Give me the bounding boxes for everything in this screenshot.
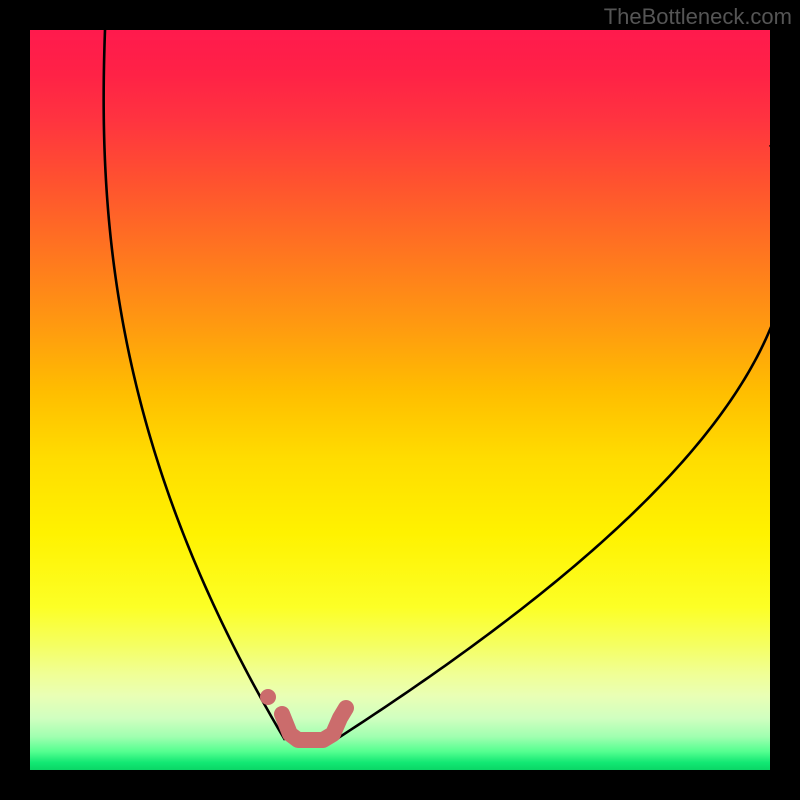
watermark-label: TheBottleneck.com bbox=[604, 4, 792, 30]
marker-dot bbox=[260, 689, 276, 705]
chart-svg bbox=[0, 0, 800, 800]
chart-root: TheBottleneck.com bbox=[0, 0, 800, 800]
